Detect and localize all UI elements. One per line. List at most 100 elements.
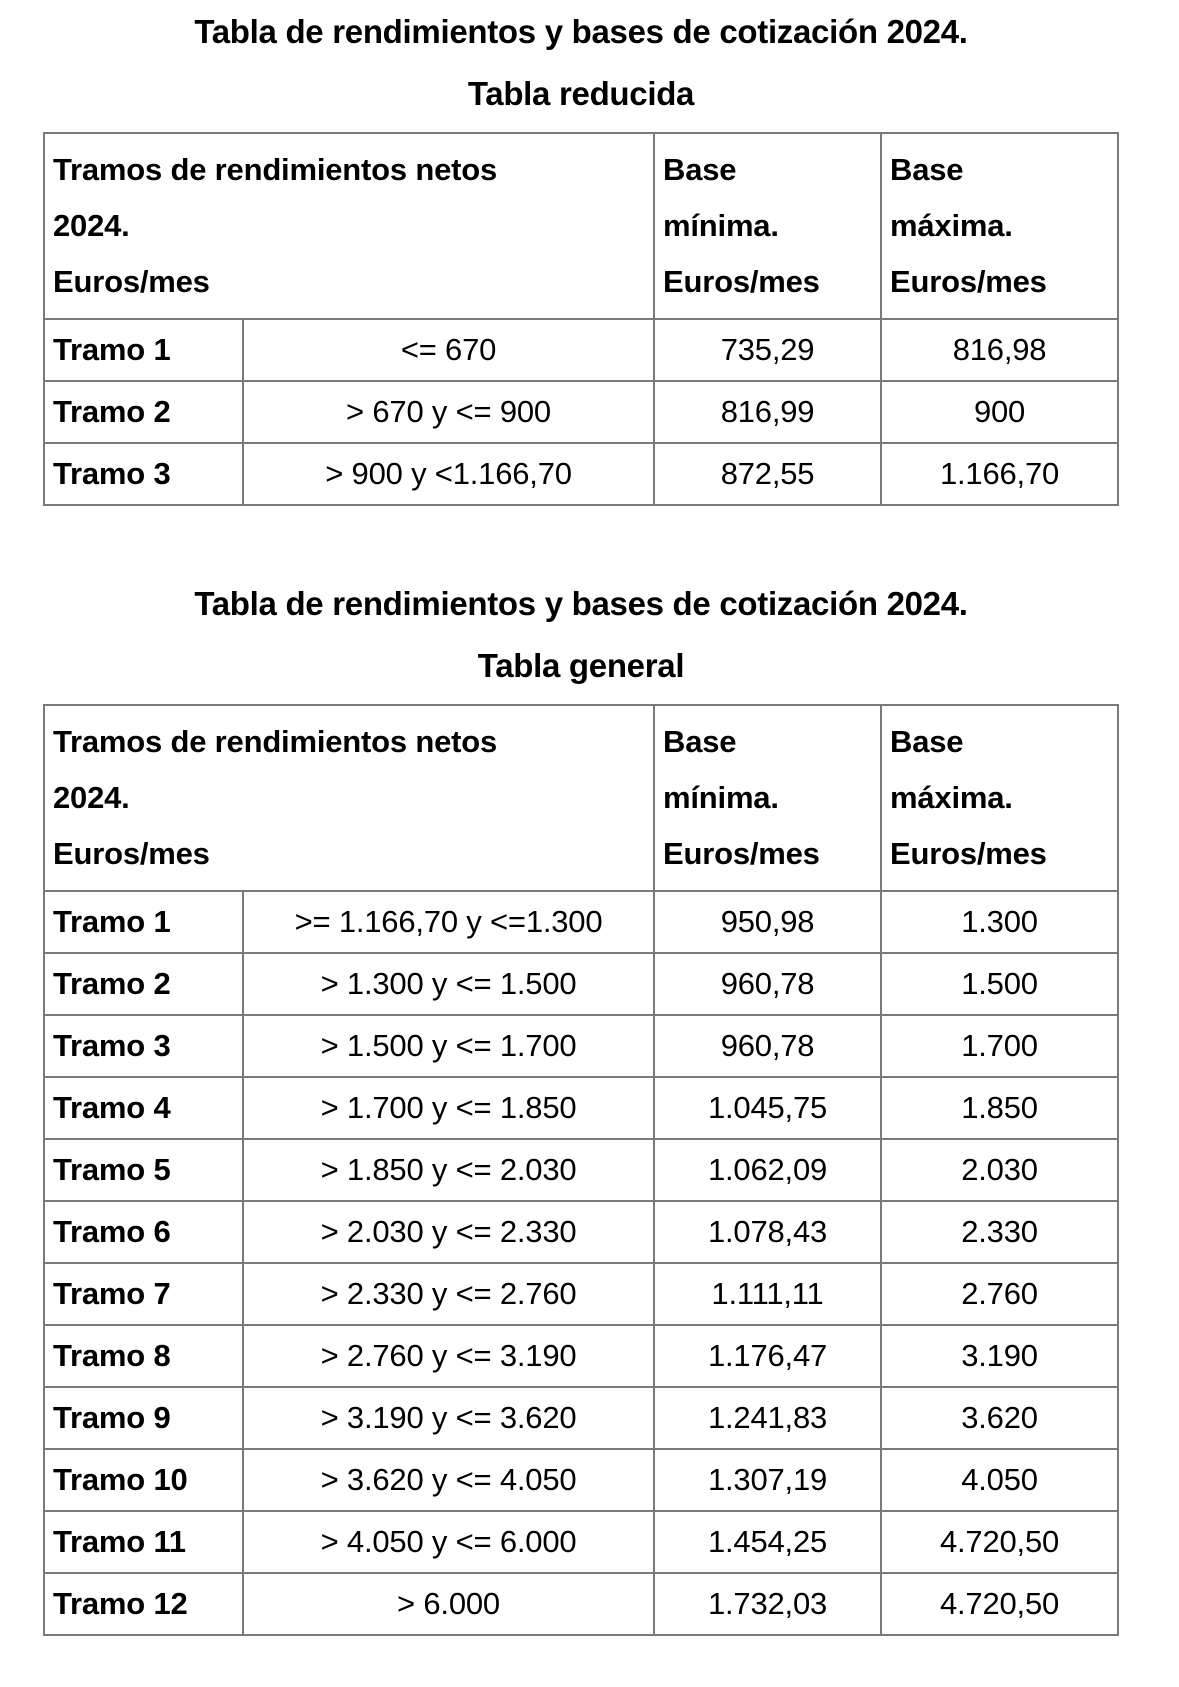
table-row: Tramo 10 > 3.620 y <= 4.050 1.307,19 4.050 [43,1448,1120,1512]
table-row: Tramo 3 > 900 y <1.166,70 872,55 1.166,70 [43,442,1120,506]
cell-rango-rendimientos: > 4.050 y <= 6.000 [241,1510,656,1574]
cell-rango-rendimientos: > 2.760 y <= 3.190 [241,1324,656,1388]
cell-rango-rendimientos: > 6.000 [241,1572,656,1636]
cell-tramo-label: Tramo 3 [43,1014,244,1078]
header-line: 2024. [53,780,130,815]
header-line: Base [890,724,964,759]
cell-base-minima: 816,99 [653,380,883,444]
tabla-general-header: Tramos de rendimientos netos 2024. Euros/m… [42,704,1120,892]
cell-base-minima: 1.176,47 [653,1324,883,1388]
cell-tramo-label: Tramo 1 [43,318,244,382]
cell-rango-rendimientos: > 3.190 y <= 3.620 [241,1386,656,1450]
header-line: Base [890,152,964,187]
table-row: Tramo 5 > 1.850 y <= 2.030 1.062,09 2.030 [43,1138,1120,1202]
cell-base-maxima: 3.190 [880,1324,1120,1388]
cell-tramo-label: Tramo 12 [43,1572,244,1636]
cell-rango-rendimientos: > 1.850 y <= 2.030 [241,1138,656,1202]
table-row: Tramo 12 > 6.000 1.732,03 4.720,50 [43,1572,1120,1636]
table-row: Tramo 7 > 2.330 y <= 2.760 1.111,11 2.760 [43,1262,1120,1326]
cell-base-maxima: 3.620 [880,1386,1120,1450]
header-line: Base [663,724,737,759]
cell-rango-rendimientos: > 670 y <= 900 [241,380,656,444]
header-line: Tramos de rendimientos netos [53,152,498,187]
cell-base-maxima: 1.700 [880,1014,1120,1078]
header-base-minima: Base mínima. Euros/mes [653,704,883,892]
cell-base-minima: 872,55 [653,442,883,506]
table-row: Tramo 2 > 670 y <= 900 816,99 900 [43,380,1120,444]
header-base-maxima: Base máxima. Euros/mes [880,704,1120,892]
header-line: Euros/mes [890,264,1047,299]
table-row: Tramo 3 > 1.500 y <= 1.700 960,78 1.700 [43,1014,1120,1078]
header-line: Euros/mes [663,264,820,299]
page-title: Tabla de rendimientos y bases de cotizac… [194,13,968,50]
cell-tramo-label: Tramo 11 [43,1510,244,1574]
cell-base-minima: 1.111,11 [653,1262,883,1326]
cell-base-maxima: 2.330 [880,1200,1120,1264]
cell-rango-rendimientos: > 1.500 y <= 1.700 [241,1014,656,1078]
cell-base-minima: 1.062,09 [653,1138,883,1202]
section-tabla-reducida: Tabla de rendimientos y bases de cotizac… [42,12,1120,506]
cell-tramo-label: Tramo 3 [43,442,244,506]
cell-tramo-label: Tramo 8 [43,1324,244,1388]
cell-base-maxima: 4.720,50 [880,1510,1120,1574]
section-tabla-general: Tabla de rendimientos y bases de cotizac… [42,584,1120,1636]
cell-base-minima: 960,78 [653,1014,883,1078]
header-tramos-rendimientos: Tramos de rendimientos netos 2024. Euros/m… [42,704,656,892]
header-tramos-rendimientos: Tramos de rendimientos netos 2024. Euros/m… [42,132,656,320]
header-row: Tramos de rendimientos netos 2024. Euros/m… [42,704,1120,892]
cell-base-minima: 1.241,83 [653,1386,883,1450]
header-base-maxima: Base máxima. Euros/mes [880,132,1120,320]
cell-base-maxima: 1.166,70 [880,442,1120,506]
header-line: mínima. [663,780,779,815]
header-line: 2024. [53,208,130,243]
cell-rango-rendimientos: > 2.330 y <= 2.760 [241,1262,656,1326]
cell-base-maxima: 4.720,50 [880,1572,1120,1636]
cell-tramo-label: Tramo 1 [43,890,244,954]
header-line: Euros/mes [663,836,820,871]
table-subtitle-reducida: Tabla reducida [467,75,695,112]
cell-rango-rendimientos: > 1.300 y <= 1.500 [241,952,656,1016]
table-row: Tramo 1 >= 1.166,70 y <=1.300 950,98 1.300 [43,890,1120,954]
tabla-general-body: Tramo 1 >= 1.166,70 y <=1.300 950,98 1.300 T… [43,890,1120,1636]
cell-tramo-label: Tramo 10 [43,1448,244,1512]
cell-base-minima: 960,78 [653,952,883,1016]
cell-base-minima: 735,29 [653,318,883,382]
cell-tramo-label: Tramo 6 [43,1200,244,1264]
cell-base-minima: 950,98 [653,890,883,954]
table-row: Tramo 9 > 3.190 y <= 3.620 1.241,83 3.620 [43,1386,1120,1450]
cell-tramo-label: Tramo 4 [43,1076,244,1140]
tabla-general: Tramos de rendimientos netos 2024. Euros/m… [42,704,1120,1636]
table-row: Tramo 8 > 2.760 y <= 3.190 1.176,47 3.190 [43,1324,1120,1388]
cell-base-maxima: 1.850 [880,1076,1120,1140]
cell-base-maxima: 2.030 [880,1138,1120,1202]
cell-base-maxima: 816,98 [880,318,1120,382]
table-row: Tramo 2 > 1.300 y <= 1.500 960,78 1.500 [43,952,1120,1016]
cell-base-minima: 1.454,25 [653,1510,883,1574]
header-line: mínima. [663,208,779,243]
cell-base-minima: 1.307,19 [653,1448,883,1512]
cell-base-maxima: 900 [880,380,1120,444]
table-row: Tramo 1 <= 670 735,29 816,98 [43,318,1120,382]
cell-rango-rendimientos: > 900 y <1.166,70 [241,442,656,506]
cell-tramo-label: Tramo 2 [43,380,244,444]
cell-tramo-label: Tramo 2 [43,952,244,1016]
header-line: Euros/mes [53,264,210,299]
table-subtitle-general: Tabla general [477,647,685,684]
cell-base-minima: 1.078,43 [653,1200,883,1264]
cell-base-minima: 1.045,75 [653,1076,883,1140]
cell-base-maxima: 2.760 [880,1262,1120,1326]
table-row: Tramo 4 > 1.700 y <= 1.850 1.045,75 1.850 [43,1076,1120,1140]
cell-rango-rendimientos: > 3.620 y <= 4.050 [241,1448,656,1512]
cell-rango-rendimientos: > 1.700 y <= 1.850 [241,1076,656,1140]
header-line: máxima. [890,780,1013,815]
header-line: Base [663,152,737,187]
tabla-reducida: Tramos de rendimientos netos 2024. Euros/m… [42,132,1120,506]
tabla-reducida-body: Tramo 1 <= 670 735,29 816,98 Tramo 2 > 670 y … [43,318,1120,506]
cell-base-maxima: 1.500 [880,952,1120,1016]
cell-base-maxima: 1.300 [880,890,1120,954]
table-row: Tramo 6 > 2.030 y <= 2.330 1.078,43 2.330 [43,1200,1120,1264]
header-line: Tramos de rendimientos netos [53,724,498,759]
tabla-reducida-header: Tramos de rendimientos netos 2024. Euros/m… [42,132,1120,320]
header-row: Tramos de rendimientos netos 2024. Euros/m… [42,132,1120,320]
